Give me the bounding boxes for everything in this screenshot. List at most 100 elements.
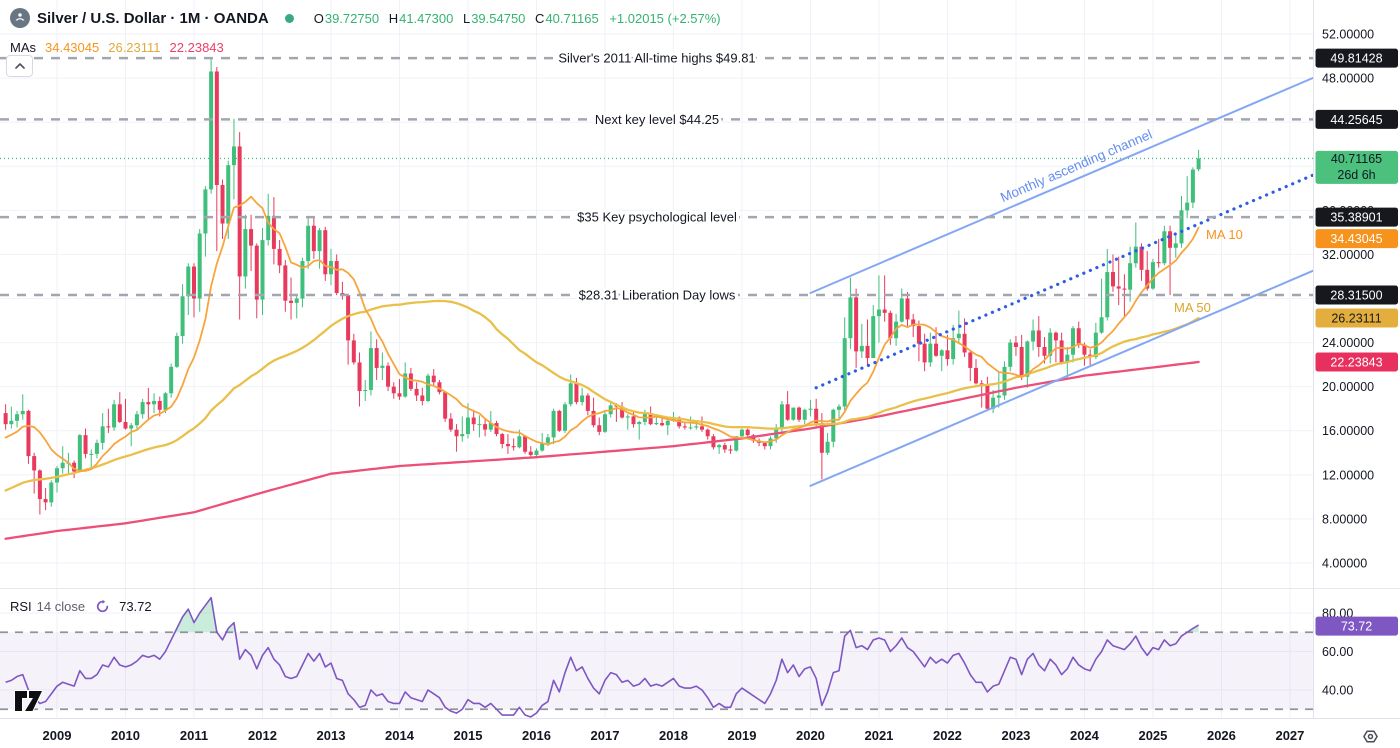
price-axis-label: 48.00000 <box>1322 72 1374 86</box>
open-label: O <box>313 10 324 26</box>
year-label[interactable]: 2013 <box>317 728 346 743</box>
channel-upper-line[interactable] <box>809 73 1324 294</box>
channel-lower-line[interactable] <box>809 266 1324 487</box>
ma50-line[interactable] <box>4 299 1200 492</box>
low-label: L <box>462 10 471 26</box>
price-badge <box>1315 150 1398 184</box>
ohlc-values: O39.72750 H41.47300 L39.54750 C40.71165 … <box>308 11 721 26</box>
year-label[interactable]: 2019 <box>728 728 757 743</box>
high-label: H <box>388 10 399 26</box>
price-level-lines: Silver's 2011 All-time highs $49.81 Next … <box>0 48 1313 306</box>
year-label[interactable]: 2021 <box>864 728 893 743</box>
rsi-legend[interactable]: RSI 14 close 73.72 <box>10 598 152 615</box>
rsi-overbought-fill <box>226 622 236 633</box>
price-axis-label: 12.00000 <box>1322 468 1374 482</box>
ma10-chart-label: MA 10 <box>1206 227 1243 242</box>
rsi-badge-text: 73.72 <box>1341 620 1372 634</box>
price-badge <box>1315 285 1398 305</box>
level-label: Silver's 2011 All-time highs $49.81 <box>558 51 755 66</box>
rsi-line[interactable] <box>5 596 1200 718</box>
year-label[interactable]: 2026 <box>1207 728 1236 743</box>
year-label[interactable]: 2016 <box>522 728 551 743</box>
rsi-pane[interactable] <box>0 596 1313 718</box>
price-axis-label: 4.00000 <box>1322 556 1367 570</box>
level-label: $28.31 Liberation Day lows <box>579 288 736 303</box>
price-badge-text: 40.71165 <box>1331 152 1382 166</box>
year-label[interactable]: 2009 <box>43 728 72 743</box>
chevron-up-icon <box>14 63 25 69</box>
year-label[interactable]: 2024 <box>1070 728 1100 743</box>
rsi-params: 14 close <box>36 599 86 614</box>
price-badge-text: 34.43045 <box>1330 232 1382 246</box>
ma10-value: 34.43045 <box>45 40 100 55</box>
price-badge-text: 26.23111 <box>1331 311 1381 325</box>
price-axis-label: 20.00000 <box>1322 380 1374 394</box>
market-status-dot[interactable] <box>284 13 294 23</box>
price-axis-label: 52.00000 <box>1322 28 1374 42</box>
rsi-value: 73.72 <box>119 599 152 614</box>
price-pane[interactable]: Silver's 2011 All-time highs $49.81 Next … <box>0 48 1324 540</box>
mas-label: MAs <box>10 40 36 55</box>
price-axis-label: 24.00000 <box>1322 336 1374 350</box>
price-axis-label: 16.00000 <box>1322 424 1374 438</box>
close-value: 40.71165 <box>545 10 599 26</box>
price-badge-text: 26d 6h <box>1337 168 1375 182</box>
level-label: $35 Key psychological level <box>577 210 737 225</box>
time-axis-labels: 2009 2010 2011 2012 2013 2014 2015 2016 2017 2018… <box>43 728 1305 743</box>
channel-mid-dotted-line[interactable] <box>814 170 1324 390</box>
ma50-chart-label: MA 50 <box>1174 300 1211 315</box>
collapse-pane-button[interactable] <box>6 55 33 77</box>
mas-legend[interactable]: MAs 34.43045 26.23111 22.23843 <box>10 40 224 55</box>
rsi-axis-label: 60.00 <box>1322 645 1353 659</box>
ma200-value: 22.23843 <box>169 40 224 55</box>
symbol-logo-icon <box>10 8 30 28</box>
close-label: C <box>535 10 545 26</box>
price-change: +1.02015 (+2.57%) <box>609 10 721 26</box>
ma10-line[interactable] <box>4 195 1200 473</box>
price-badge <box>1315 308 1398 328</box>
price-axis-label: 8.00000 <box>1322 512 1367 526</box>
price-axis-label: 32.00000 <box>1322 248 1374 262</box>
year-label[interactable]: 2022 <box>933 728 962 743</box>
price-badge-text: 44.25645 <box>1330 113 1382 127</box>
price-badge <box>1315 229 1398 249</box>
price-badge-text: 35.38901 <box>1330 211 1382 225</box>
year-label[interactable]: 2027 <box>1275 728 1304 743</box>
high-value: 41.47300 <box>399 10 454 26</box>
price-badge <box>1315 352 1398 372</box>
gridlines <box>0 0 1313 718</box>
year-label[interactable]: 2010 <box>111 728 140 743</box>
year-label[interactable]: 2012 <box>248 728 277 743</box>
price-badge <box>1315 109 1398 129</box>
year-label[interactable]: 2018 <box>659 728 688 743</box>
chart-legend: Silver / U.S. Dollar · 1M · OANDA O39.72… <box>10 8 721 28</box>
symbol-title[interactable]: Silver / U.S. Dollar · 1M · OANDA <box>37 9 269 27</box>
price-badge-text: 28.31500 <box>1330 289 1382 303</box>
tradingview-logo[interactable] <box>13 688 45 719</box>
rsi-refresh-icon[interactable] <box>94 598 111 615</box>
time-axis-settings-gear-icon[interactable] <box>1362 728 1379 748</box>
price-badge <box>1315 48 1398 68</box>
low-value: 39.54750 <box>471 10 526 26</box>
ma50-value: 26.23111 <box>108 40 161 55</box>
year-label[interactable]: 2014 <box>385 728 415 743</box>
year-label[interactable]: 2025 <box>1138 728 1167 743</box>
rsi-badge <box>1315 616 1398 636</box>
candlestick-series[interactable] <box>3 58 1201 515</box>
rsi-overbought-fill <box>174 597 217 633</box>
rsi-axis-label: 40.00 <box>1322 684 1353 698</box>
ma200-line[interactable] <box>4 360 1200 540</box>
time-axis-panel[interactable] <box>0 718 1400 748</box>
price-badge <box>1315 207 1398 227</box>
year-label[interactable]: 2023 <box>1001 728 1030 743</box>
year-label[interactable]: 2015 <box>454 728 483 743</box>
open-value: 39.72750 <box>324 10 380 26</box>
year-label[interactable]: 2020 <box>796 728 825 743</box>
price-axis-labels: 52.0000048.0000036.0000032.0000024.00000… <box>1322 28 1374 698</box>
level-label: Next key level $44.25 <box>595 112 719 127</box>
rsi-label: RSI <box>10 599 32 614</box>
year-label[interactable]: 2011 <box>180 728 208 743</box>
year-label[interactable]: 2017 <box>591 728 620 743</box>
